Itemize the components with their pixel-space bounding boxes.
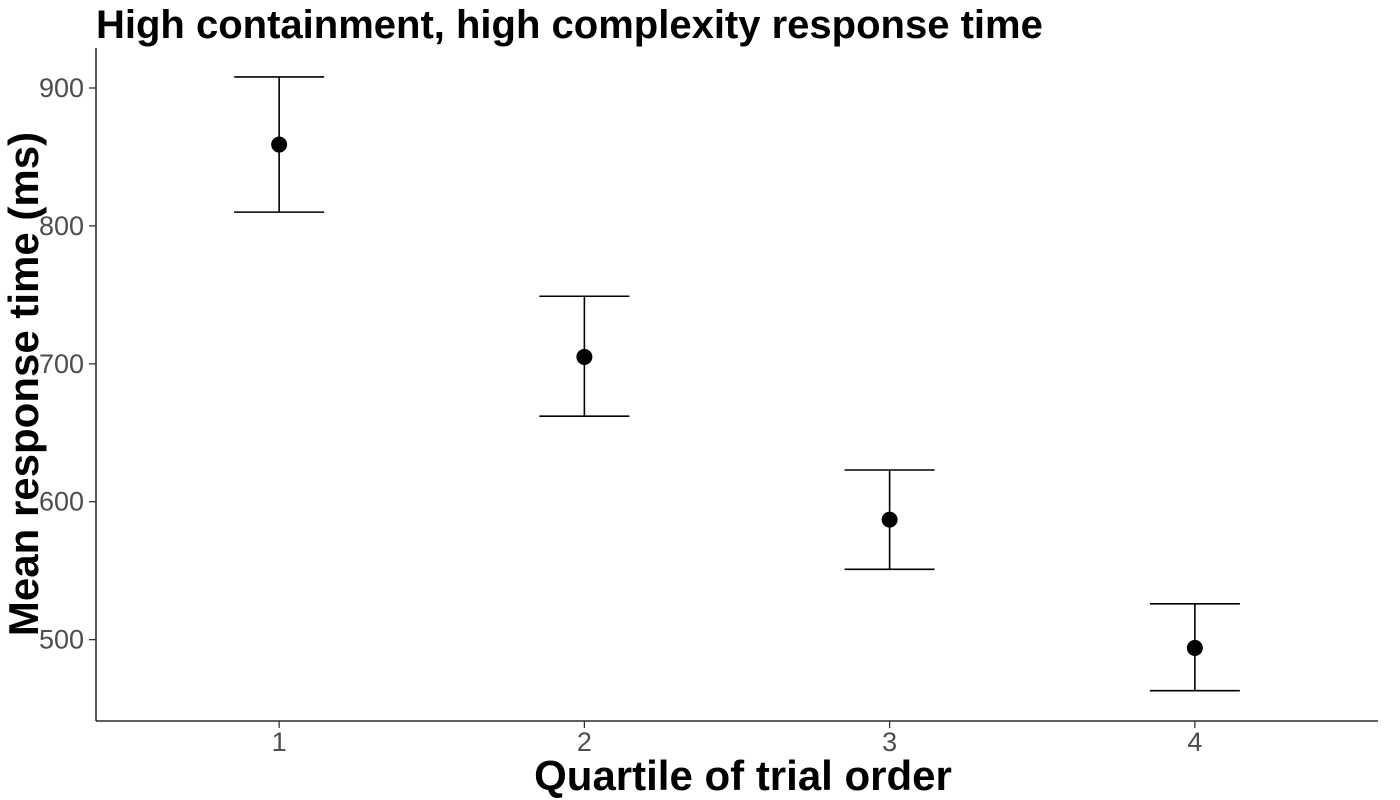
y-axis-ticks: 500 600 700 800 900 (39, 73, 96, 655)
y-tick-label: 800 (39, 211, 84, 241)
y-tick-label: 500 (39, 625, 84, 655)
data-point (1186, 639, 1203, 656)
y-tick-label: 900 (39, 73, 84, 103)
x-tick-label: 2 (577, 727, 592, 757)
chart-title: High containment, high complexity respon… (96, 3, 1043, 47)
x-axis-title: Quartile of trial order (534, 752, 952, 799)
data-point (881, 511, 898, 528)
data-marks (234, 76, 1240, 692)
x-tick-label: 3 (882, 727, 897, 757)
y-tick-label: 700 (39, 349, 84, 379)
x-tick-label: 1 (272, 727, 287, 757)
data-point (271, 136, 288, 153)
x-axis-ticks: 1 2 3 4 (272, 721, 1202, 757)
y-axis-title: Mean response time (ms) (0, 132, 47, 636)
x-tick-label: 4 (1187, 727, 1202, 757)
y-tick-label: 600 (39, 487, 84, 517)
data-point (576, 348, 593, 365)
